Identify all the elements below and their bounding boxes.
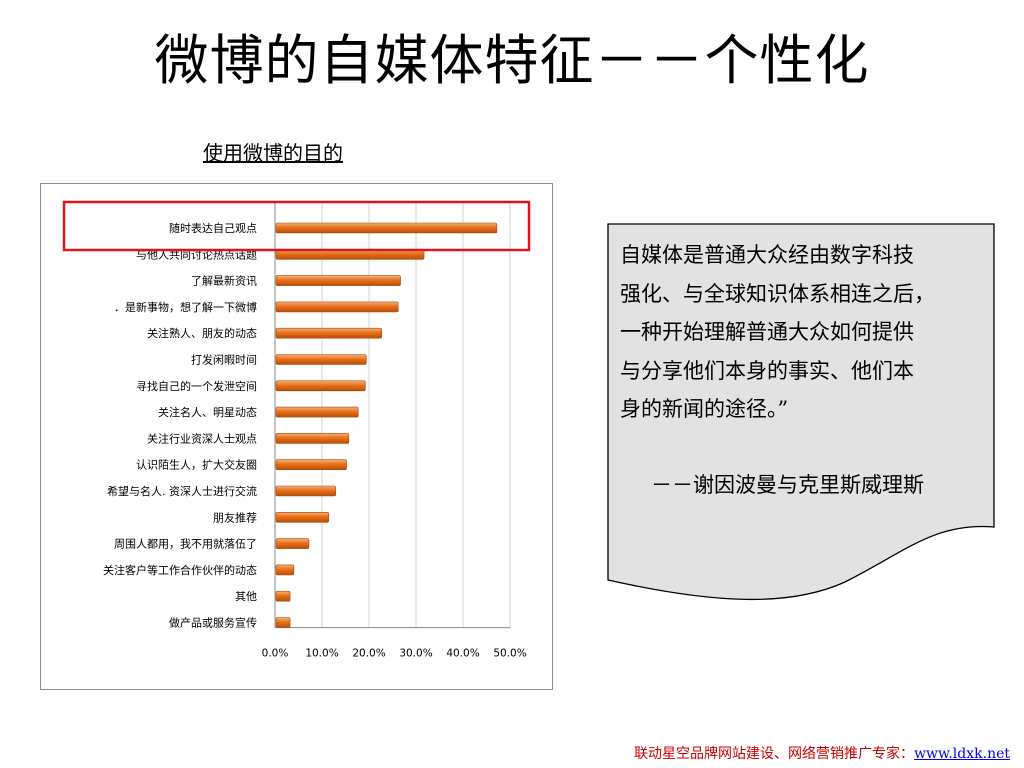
bar [275, 301, 399, 313]
bar [275, 406, 359, 418]
highlight-box [62, 200, 531, 252]
quote-attribution: －－谢因波曼与克里斯威理斯 [651, 473, 924, 497]
quote-line: 与分享他们本身的事实、他们本 [620, 358, 914, 383]
category-label: 其他 [235, 590, 257, 603]
category-label: 随时表达自己观点 [169, 221, 257, 235]
bar [275, 354, 367, 365]
category-label: 希望与名人. 资深人士进行交流 [107, 484, 257, 498]
x-tick-label: 0.0% [262, 648, 289, 660]
category-label: 朋友推荐 [213, 510, 257, 524]
chart-caption: 使用微博的目的 [203, 141, 343, 165]
quote-line: 身的新闻的途径。” [620, 397, 789, 421]
category-label: 认识陌生人，扩大交友圈 [136, 458, 257, 472]
footer: 联动星空品牌网站建设、网络营销推广专家：www.ldxk.net [634, 743, 1010, 763]
slide-title: 微博的自媒体特征－－个性化 [154, 29, 870, 92]
x-tick-label: 20.0% [352, 648, 385, 660]
x-tick-label: 30.0% [399, 648, 432, 660]
category-label: 关注熟人、朋友的动态 [147, 326, 257, 340]
bar [275, 590, 291, 602]
bar [275, 275, 401, 286]
quote-line: 一种开始理解普通大众如何提供 [620, 320, 914, 344]
footer-text: 联动星空品牌网站建设、网络营销推广专家： [634, 746, 915, 762]
quote-line: 强化、与全球知识体系相连之后， [620, 281, 935, 306]
bar [275, 564, 295, 576]
category-label: 了解最新资讯 [191, 274, 257, 288]
bar [275, 617, 291, 628]
quote-text: 自媒体是普通大众经由数字科技 强化、与全球知识体系相连之后， 一种开始理解普通大… [620, 236, 990, 429]
x-tick-label: 40.0% [446, 648, 479, 660]
bar [275, 433, 350, 444]
category-label: 寻找自己的一个发泄空间 [136, 379, 257, 393]
quote-line: 自媒体是普通大众经由数字科技 [620, 243, 914, 267]
footer-link[interactable]: www.ldxk.net [914, 746, 1010, 762]
bar [275, 538, 310, 549]
bar [275, 511, 329, 523]
category-label: 关注客户等工作合作伙伴的动态 [103, 563, 257, 577]
bar [275, 485, 336, 497]
bar [275, 459, 347, 471]
category-label: 关注名人、明星动态 [158, 405, 257, 419]
category-label: 打发闲暇时间 [191, 353, 257, 367]
quote-document-shape [607, 223, 995, 601]
x-tick-label: 10.0% [305, 648, 338, 660]
category-label: ．是新事物，想了解一下微博 [114, 300, 257, 314]
category-label: 做产品或服务宣传 [169, 616, 257, 630]
x-tick-label: 50.0% [493, 648, 526, 660]
chart-frame: 0.0% 10.0% 20.0% 30.0% 40.0% 50.0% 随时表达自己观点 与他人… [40, 183, 553, 690]
category-label: 周围人都用，我不用就落伍了 [114, 537, 257, 551]
bar-chart: 0.0% 10.0% 20.0% 30.0% 40.0% 50.0%随时表达自己观点与他人… [62, 200, 531, 660]
bar [275, 327, 383, 339]
bar [275, 222, 498, 234]
bar [275, 380, 366, 392]
category-label: 关注行业资深人士观点 [147, 431, 257, 445]
